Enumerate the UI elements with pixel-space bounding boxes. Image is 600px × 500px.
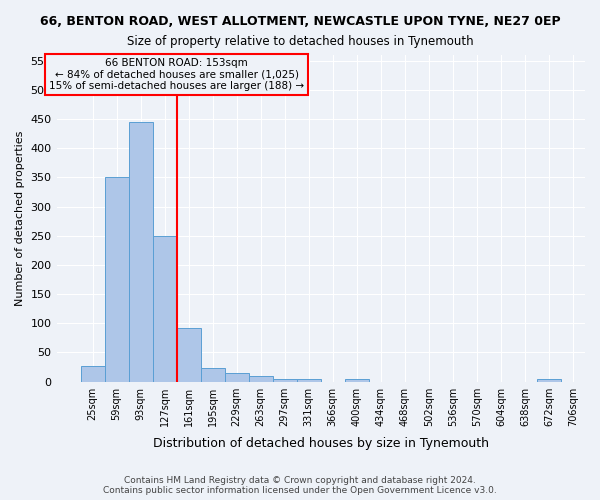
Bar xyxy=(297,378,321,382)
Text: Size of property relative to detached houses in Tynemouth: Size of property relative to detached ho… xyxy=(127,35,473,48)
Bar xyxy=(200,368,224,382)
Bar xyxy=(128,122,152,382)
Bar xyxy=(537,378,561,382)
X-axis label: Distribution of detached houses by size in Tynemouth: Distribution of detached houses by size … xyxy=(153,437,489,450)
Bar xyxy=(152,236,176,382)
Text: 66, BENTON ROAD, WEST ALLOTMENT, NEWCASTLE UPON TYNE, NE27 0EP: 66, BENTON ROAD, WEST ALLOTMENT, NEWCAST… xyxy=(40,15,560,28)
Bar xyxy=(249,376,273,382)
Text: 66 BENTON ROAD: 153sqm
← 84% of detached houses are smaller (1,025)
15% of semi-: 66 BENTON ROAD: 153sqm ← 84% of detached… xyxy=(49,58,304,91)
Bar xyxy=(80,366,104,382)
Text: Contains HM Land Registry data © Crown copyright and database right 2024.
Contai: Contains HM Land Registry data © Crown c… xyxy=(103,476,497,495)
Bar xyxy=(345,378,369,382)
Bar xyxy=(176,328,200,382)
Bar xyxy=(273,378,297,382)
Bar xyxy=(224,374,249,382)
Bar xyxy=(104,178,128,382)
Y-axis label: Number of detached properties: Number of detached properties xyxy=(15,130,25,306)
